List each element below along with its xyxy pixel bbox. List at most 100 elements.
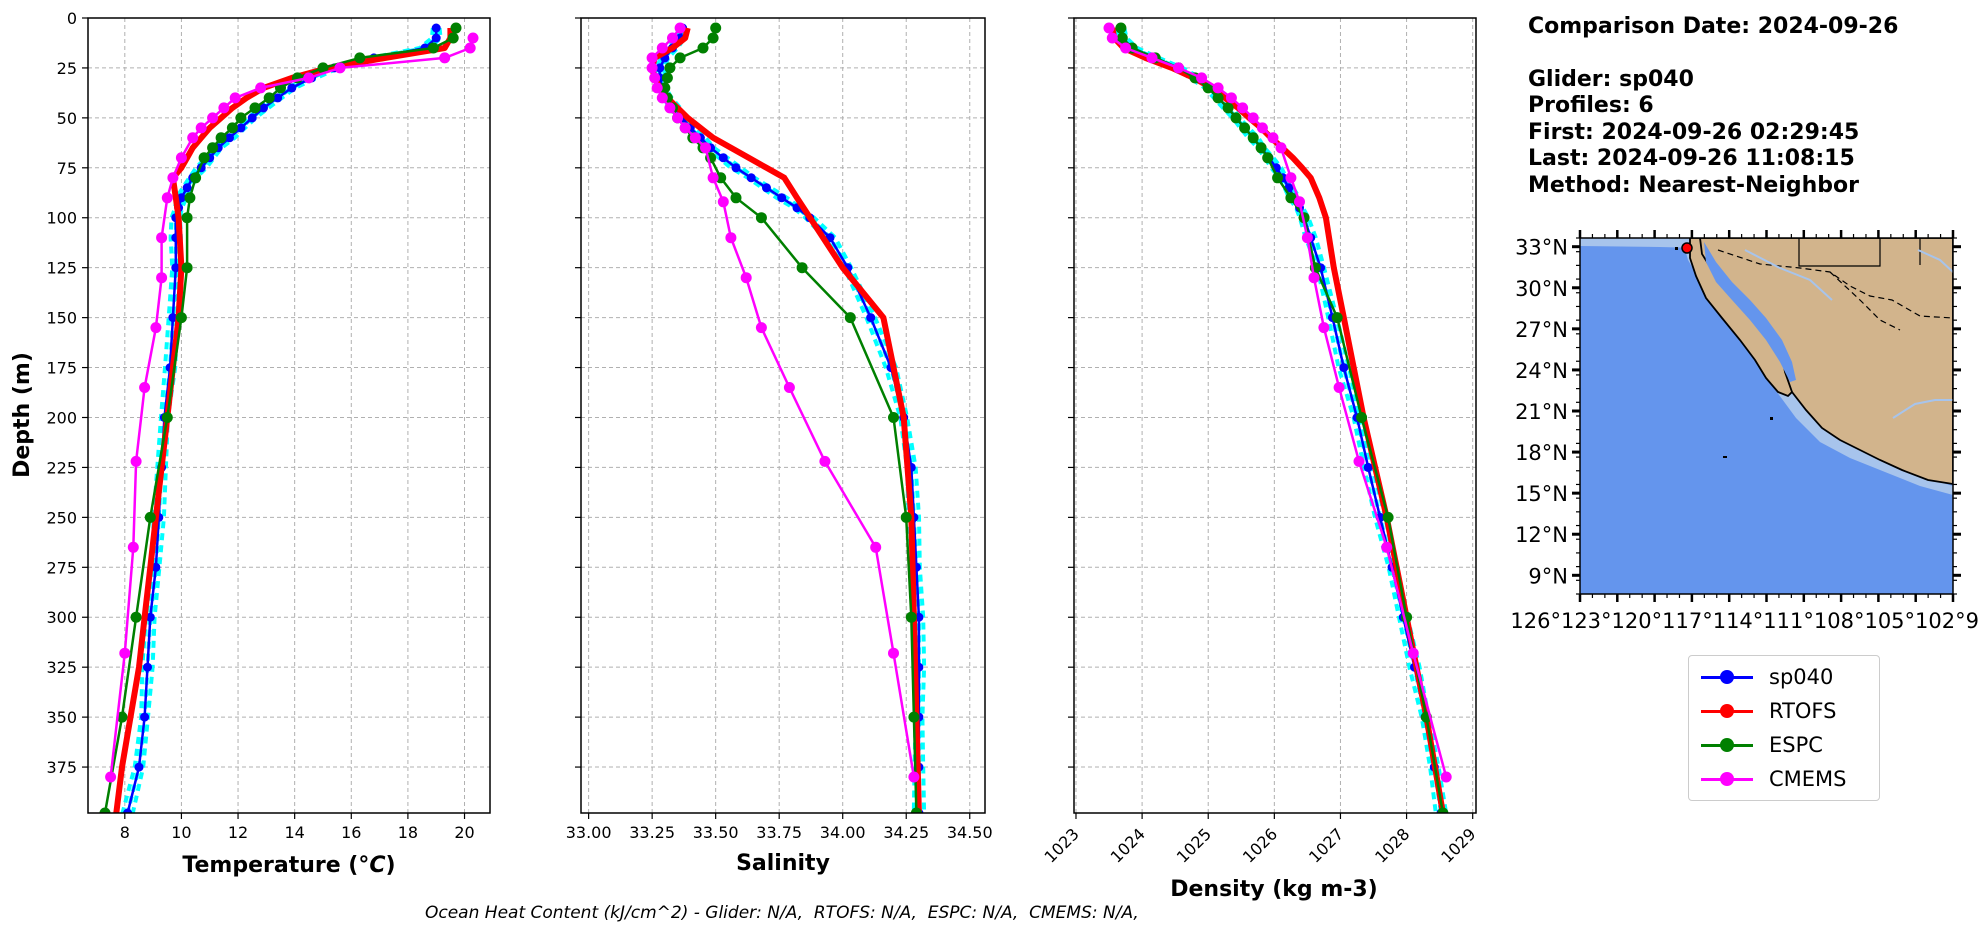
salinity-point-sp040 (777, 193, 787, 203)
temperature-point-sp040 (171, 263, 181, 273)
temperature-point-sp040 (182, 183, 192, 193)
map-lat-label: 12°N (1515, 523, 1568, 547)
salinity-point-espc (661, 72, 673, 84)
density-point-espc (1222, 102, 1234, 114)
temperature-point-espc (427, 42, 439, 54)
map-gulf-california (1704, 242, 1796, 382)
temperature-xtick-label: 16 (341, 823, 361, 842)
legend-item-sp040: sp040 (1699, 660, 1869, 694)
glider-location-map: 33°N 30°N 27°N 24°N 21°N 18°N 15°N 12°N 9°N 126°… (1510, 230, 1978, 633)
density-xtick-label: 1024 (1107, 824, 1149, 866)
temperature-xlabel: Temperature (°C) (182, 853, 395, 878)
map-lat-label: 9°N (1528, 564, 1568, 588)
temperature-point-cmems (156, 232, 168, 244)
temperature-point-cmems (105, 771, 117, 783)
density-point-espc (1437, 807, 1449, 813)
density-point-cmems (1106, 32, 1118, 44)
density-point-cmems (1225, 92, 1237, 104)
temperature-xtick-label: 18 (398, 823, 418, 842)
temperature-point-espc (190, 172, 202, 184)
temperature-point-cmems (161, 192, 173, 204)
salinity-point-cmems (783, 382, 795, 393)
map-lat-label: 18°N (1515, 441, 1568, 465)
map-lat-label: 30°N (1515, 277, 1568, 301)
temperature-series-line-cmems (109, 37, 475, 778)
temperature-series-line-espc (103, 27, 458, 813)
salinity-point-cmems (649, 72, 661, 84)
map-rivers (1744, 249, 1953, 419)
depth-tick-label: 150 (46, 309, 77, 328)
depth-ylabel: Depth (m) (10, 352, 35, 478)
comparison-date: Comparison Date: 2024-09-26 (1528, 14, 1899, 39)
temperature-point-sp040 (259, 103, 268, 113)
density-point-cmems (1294, 196, 1305, 208)
salinity-point-cmems (656, 42, 668, 54)
temperature-xtick-label: 14 (284, 823, 304, 842)
map-lat-label: 24°N (1515, 359, 1568, 383)
map-lat-label: 21°N (1515, 400, 1568, 424)
salinity-xtick-label: 34.50 (947, 823, 993, 842)
temperature-point-espc (263, 92, 275, 104)
temperature-series-line-sp040 (126, 28, 438, 813)
density-point-sp040 (1339, 363, 1349, 373)
salinity-point-espc (796, 262, 808, 274)
salinity-point-espc (697, 42, 709, 54)
salinity-point-espc (659, 82, 671, 94)
density-point-cmems (1308, 272, 1320, 284)
salinity-point-espc (844, 312, 856, 324)
glider-name: Glider: sp040 (1528, 66, 1694, 92)
temperature-point-espc (249, 102, 261, 114)
density-point-cmems (1247, 112, 1259, 124)
density-point-cmems (1196, 72, 1208, 84)
salinity-point-sp040 (746, 173, 756, 183)
depth-tick-label: 325 (46, 658, 77, 677)
salinity-panel: 33.00 33.25 33.50 33.75 34.00 34.25 34.50 Sali… (566, 17, 993, 876)
density-point-cmems (1256, 122, 1268, 134)
salinity-point-espc (707, 32, 719, 44)
temperature-point-sp040 (134, 762, 144, 772)
salinity-point-espc (900, 511, 912, 523)
density-point-cmems (1318, 322, 1330, 334)
salinity-point-espc (664, 62, 676, 74)
legend-swatch-rtofs (1699, 704, 1755, 718)
temperature-point-cmems (464, 42, 476, 54)
temperature-point-sp040 (431, 23, 441, 33)
temperature-point-sp040 (145, 612, 155, 622)
temperature-series (99, 22, 479, 813)
temperature-point-cmems (303, 72, 315, 84)
salinity-point-cmems (700, 142, 711, 154)
density-point-cmems (1173, 62, 1184, 74)
temperature-point-sp040 (176, 193, 186, 203)
density-point-cmems (1301, 232, 1313, 244)
temperature-point-espc (144, 511, 156, 523)
salinity-point-cmems (672, 112, 684, 124)
salinity-point-espc (730, 192, 742, 204)
salinity-point-cmems (674, 22, 686, 34)
density-point-cmems (1333, 382, 1345, 393)
salinity-point-cmems (717, 196, 729, 208)
salinity-point-cmems (755, 322, 767, 334)
salinity-point-sp040 (731, 163, 741, 173)
temperature-point-espc (130, 611, 142, 623)
temperature-ticks: 8 10 12 14 16 18 20025507510012515017520022525… (46, 9, 474, 842)
salinity-point-espc (910, 807, 922, 813)
density-point-cmems (1440, 771, 1452, 783)
salinity-xtick-label: 33.50 (693, 823, 739, 842)
salinity-xtick-label: 34.25 (883, 823, 929, 842)
density-point-espc (1230, 112, 1242, 124)
temperature-point-espc (215, 132, 227, 144)
density-point-espc (1285, 192, 1297, 204)
salinity-point-cmems (651, 82, 663, 94)
map-island (1770, 417, 1773, 420)
temperature-xtick-label: 12 (228, 823, 248, 842)
legend-item-cmems: CMEMS (1699, 762, 1869, 796)
salinity-xtick-label: 33.75 (756, 823, 802, 842)
map-island (1675, 247, 1678, 250)
density-axes-frame (1073, 17, 1477, 814)
depth-tick-label: 250 (46, 508, 77, 527)
temperature-point-cmems (150, 322, 162, 334)
temperature-point-sp040 (431, 33, 441, 43)
depth-tick-label: 300 (46, 608, 77, 627)
density-point-cmems (1120, 42, 1132, 54)
legend: sp040 RTOFS ESPC CMEMS (1688, 655, 1880, 801)
